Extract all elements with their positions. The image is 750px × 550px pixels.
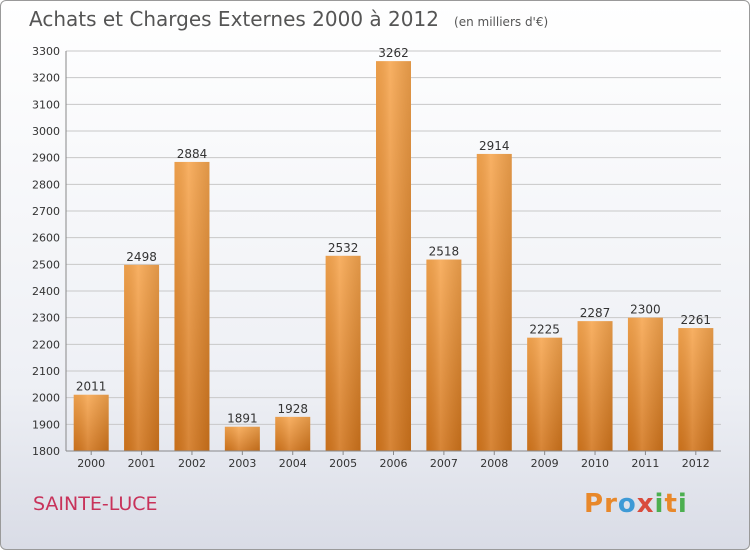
- y-tick-label: 2300: [32, 312, 60, 325]
- value-label: 2884: [177, 147, 208, 161]
- value-label: 2011: [76, 380, 107, 394]
- value-label: 2225: [529, 323, 560, 337]
- x-tick-label: 2002: [178, 457, 206, 470]
- value-label: 2914: [479, 139, 510, 153]
- logo-letter: P: [584, 489, 605, 519]
- bars: 2011 2498 2884 1891 1928 2532 3262 2518 2914 2225…: [73, 46, 714, 452]
- value-label: 2300: [630, 303, 661, 317]
- value-label: 1891: [227, 412, 258, 426]
- y-tick-label: 2900: [32, 152, 60, 165]
- y-tick-label: 3000: [32, 125, 60, 138]
- value-label: 2498: [126, 250, 157, 264]
- unit-text: (en milliers d'€): [454, 15, 549, 29]
- y-tick-label: 1900: [32, 418, 60, 431]
- value-label: 2518: [429, 245, 460, 259]
- logo-letter: o: [617, 489, 637, 519]
- bar-shade-2005: [325, 255, 361, 451]
- y-tick-label: 2200: [32, 338, 60, 351]
- title-text: Achats et Charges Externes 2000 à 2012: [29, 7, 439, 31]
- y-tick-label: 2600: [32, 232, 60, 245]
- bar-shade-2002: [174, 161, 210, 451]
- x-tick-label: 2011: [631, 457, 659, 470]
- chart-title: Achats et Charges Externes 2000 à 2012 (…: [29, 7, 548, 31]
- bar-shade-2012: [678, 328, 714, 451]
- x-tick-label: 2005: [329, 457, 357, 470]
- value-label: 2261: [681, 313, 712, 327]
- bar-shade-2000: [73, 394, 109, 451]
- y-tick-label: 2800: [32, 178, 60, 191]
- bar-shade-2007: [426, 259, 462, 451]
- y-tick-label: 2700: [32, 205, 60, 218]
- bar-shade-2009: [527, 337, 563, 451]
- value-label: 3262: [378, 46, 409, 60]
- y-tick-label: 2100: [32, 365, 60, 378]
- logo-letter: t: [664, 489, 678, 519]
- value-label: 2287: [580, 306, 611, 320]
- value-label: 2532: [328, 241, 359, 255]
- proxiti-logo: Proxiti: [584, 489, 688, 519]
- bar-shade-2008: [476, 153, 512, 451]
- x-tick-label: 2009: [531, 457, 559, 470]
- y-tick-label: 2400: [32, 285, 60, 298]
- x-tick-label: 2007: [430, 457, 458, 470]
- x-tick-label: 2008: [480, 457, 508, 470]
- y-tick-label: 2000: [32, 392, 60, 405]
- x-tick-label: 2004: [279, 457, 307, 470]
- bar-shade-2010: [577, 321, 613, 451]
- x-tick-label: 2010: [581, 457, 609, 470]
- y-tick-label: 3200: [32, 72, 60, 85]
- logo-letter: i: [677, 489, 688, 519]
- logo-letter: r: [604, 489, 618, 519]
- bar-shade-2011: [627, 317, 663, 451]
- x-tick-label: 2001: [128, 457, 156, 470]
- x-tick-label: 2000: [77, 457, 105, 470]
- bar-shade-2006: [376, 61, 411, 452]
- y-tick-label: 3300: [32, 45, 60, 58]
- axes: 1800 1900 2000 2100 2200 2300 2400 2500 2600 2700…: [32, 45, 721, 470]
- logo-letter: i: [654, 489, 665, 519]
- bar-shade-2003: [224, 426, 260, 451]
- value-label: 1928: [277, 402, 308, 416]
- bar-shade-2001: [124, 264, 160, 451]
- y-tick-label: 1800: [32, 445, 60, 458]
- x-tick-label: 2006: [380, 457, 408, 470]
- place-name: SAINTE-LUCE: [33, 493, 158, 515]
- y-tick-label: 2500: [32, 258, 60, 271]
- bar-shade-2004: [275, 416, 311, 451]
- x-tick-label: 2003: [228, 457, 256, 470]
- y-tick-label: 3100: [32, 98, 60, 111]
- x-tick-label: 2012: [682, 457, 710, 470]
- logo-letter: x: [636, 489, 655, 519]
